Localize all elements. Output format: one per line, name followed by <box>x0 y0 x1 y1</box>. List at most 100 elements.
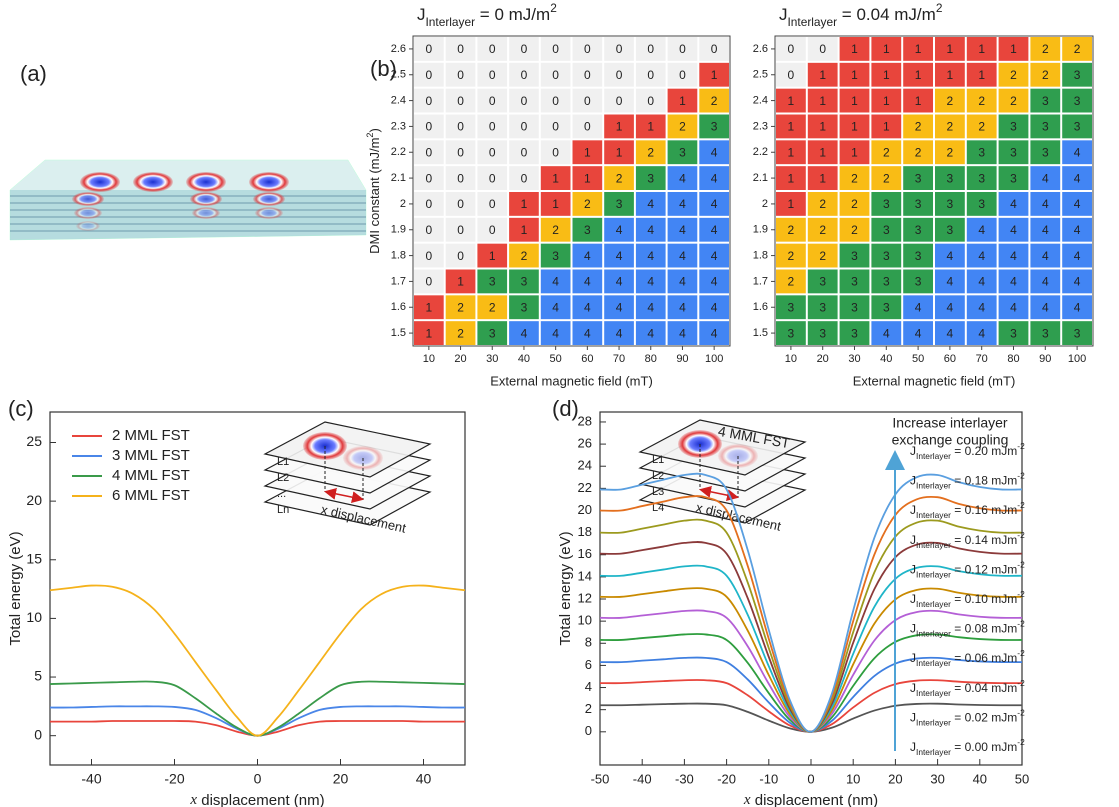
y-tick-label: 16 <box>578 546 592 561</box>
cell-label: 4 <box>1074 197 1081 211</box>
cell-label: 3 <box>851 326 858 340</box>
cell-label: 4 <box>915 326 922 340</box>
cell-label: 3 <box>883 249 890 263</box>
legend-label: 4 MML FST <box>112 467 190 484</box>
cell-label: 3 <box>978 197 985 211</box>
legend-label: 6 MML FST <box>112 487 190 504</box>
cell-label: 4 <box>679 197 686 211</box>
cell-label: 3 <box>647 171 654 185</box>
cell-label: 1 <box>552 197 559 211</box>
cell-label: 0 <box>457 249 464 263</box>
text-part: = 0.12 mJm <box>951 563 1017 577</box>
cell-label: 0 <box>489 145 496 159</box>
cell-label: 3 <box>1074 68 1081 82</box>
y-tick-label: 1.7 <box>753 275 768 287</box>
cell-label: 3 <box>851 249 858 263</box>
cell-label: 2 <box>616 171 623 185</box>
cell-label: 2 <box>819 197 826 211</box>
text-part: Interlayer <box>916 481 951 491</box>
y-tick-label: 24 <box>578 458 592 473</box>
y-tick-label: 1.5 <box>391 327 406 339</box>
layer-label: ... <box>277 488 286 500</box>
cell-label: 1 <box>819 94 826 108</box>
cell-label: 0 <box>584 120 591 134</box>
y-tick-label: 2.5 <box>753 69 768 81</box>
text-part: 2 <box>550 1 557 15</box>
cell-label: 4 <box>1042 275 1049 289</box>
x-tick-label: 10 <box>846 771 860 786</box>
text-part: = 0.16 mJm <box>951 503 1017 517</box>
cell-label: 0 <box>457 145 464 159</box>
cell-label: 0 <box>584 94 591 108</box>
cell-label: 1 <box>883 94 890 108</box>
cell-label: 0 <box>552 120 559 134</box>
cell-label: 4 <box>584 275 591 289</box>
cell-label: 1 <box>584 145 591 159</box>
legend-label: 3 MML FST <box>112 447 190 464</box>
cell-label: 2 <box>851 171 858 185</box>
cell-label: 1 <box>819 120 826 134</box>
cell-label: 3 <box>1010 326 1017 340</box>
cell-label: 4 <box>711 223 718 237</box>
text-part: = 0.10 mJm <box>951 592 1017 606</box>
x-axis-label: External magnetic field (mT) <box>490 373 653 388</box>
cell-label: 3 <box>1042 145 1049 159</box>
x-tick-label: 40 <box>880 353 892 365</box>
cell-label: 0 <box>426 42 433 56</box>
y-tick-label: 2.3 <box>391 120 406 132</box>
text-part: = 0.00 mJm <box>951 740 1017 754</box>
cell-label: 0 <box>552 42 559 56</box>
cell-label: 3 <box>489 326 496 340</box>
cell-label: 2 <box>711 94 718 108</box>
cell-label: 1 <box>552 171 559 185</box>
x-tick-label: 40 <box>416 771 432 787</box>
cell-label: 4 <box>1010 249 1017 263</box>
text-part: Interlayer <box>916 510 951 520</box>
cell-label: 4 <box>616 249 623 263</box>
cell-label: 1 <box>851 68 858 82</box>
cell-label: 3 <box>883 223 890 237</box>
cell-label: 0 <box>489 68 496 82</box>
cell-label: 2 <box>1042 68 1049 82</box>
cell-label: 3 <box>883 300 890 314</box>
x-tick-label: 30 <box>848 353 860 365</box>
text-part: = 0.08 mJm <box>951 622 1017 636</box>
layer-label: L1 <box>652 454 664 466</box>
cell-label: 0 <box>521 94 528 108</box>
cell-label: 0 <box>426 223 433 237</box>
cell-label: 4 <box>711 171 718 185</box>
x-tick-label: -40 <box>633 771 652 786</box>
cell-label: 1 <box>819 145 826 159</box>
series-label: JInterlayer = 0.16 mJm-2 <box>910 500 1025 520</box>
cell-label: 2 <box>883 145 890 159</box>
cell-label: 1 <box>851 120 858 134</box>
cell-label: 0 <box>616 42 623 56</box>
cell-label: 0 <box>489 120 496 134</box>
cell-label: 1 <box>883 68 890 82</box>
cell-label: 3 <box>819 300 826 314</box>
cell-label: 0 <box>489 171 496 185</box>
text-part: Interlayer <box>916 747 951 757</box>
cell-label: 4 <box>552 300 559 314</box>
cell-label: 2 <box>819 223 826 237</box>
layer-label: L3 <box>652 486 664 498</box>
cell-label: 4 <box>584 300 591 314</box>
cell-label: 2 <box>1042 42 1049 56</box>
y-tick-label: 2 <box>762 198 768 210</box>
cell-label: 4 <box>1074 223 1081 237</box>
cell-label: 1 <box>521 223 528 237</box>
cell-label: 0 <box>457 68 464 82</box>
cell-label: 0 <box>521 42 528 56</box>
cell-label: 3 <box>883 197 890 211</box>
text-part: -2 <box>1017 530 1025 540</box>
x-tick-label: 20 <box>817 353 829 365</box>
y-tick-label: 1.9 <box>753 224 768 236</box>
cell-label: 4 <box>647 300 654 314</box>
cell-label: 0 <box>521 145 528 159</box>
cell-label: 1 <box>947 68 954 82</box>
cell-label: 0 <box>457 197 464 211</box>
cell-label: 3 <box>1074 120 1081 134</box>
y-tick-label: 2.6 <box>391 43 406 55</box>
cell-label: 2 <box>947 120 954 134</box>
x-tick-label: -20 <box>164 771 184 787</box>
